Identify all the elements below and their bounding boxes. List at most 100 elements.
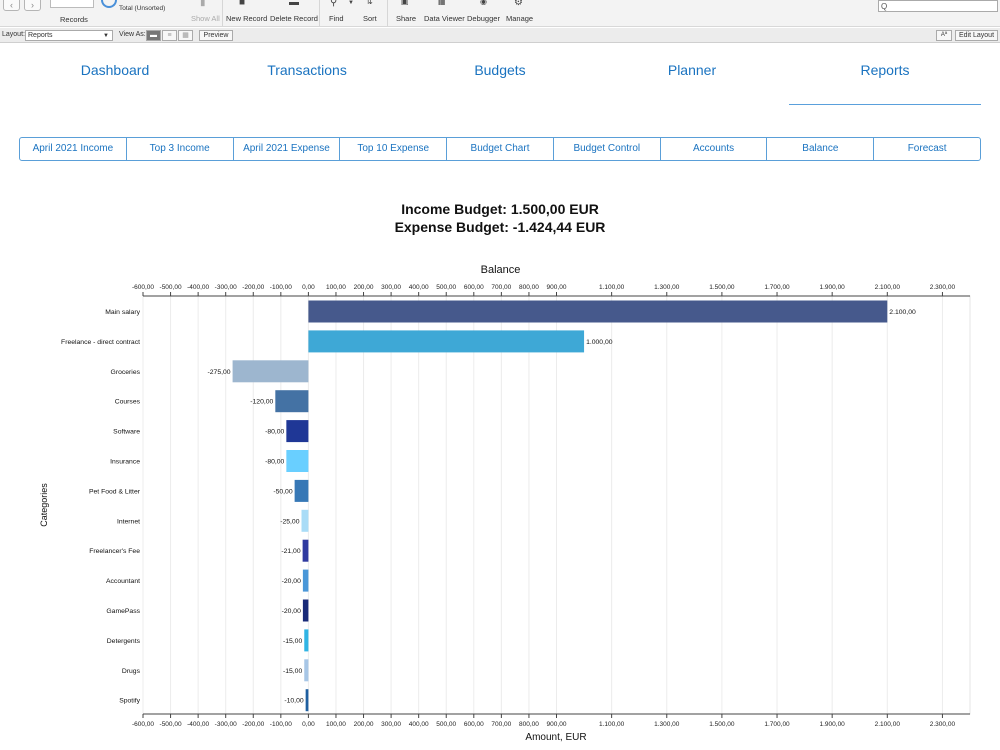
subtab-april-2021-income[interactable]: April 2021 Income [20,138,127,160]
tab-budgets[interactable]: Budgets [474,62,526,78]
x-tick-label-bottom: 1.300,00 [654,721,680,728]
delete-record-icon: ▬ [289,0,299,8]
layout-select-value: Reports [28,32,53,39]
x-tick-label-top: -500,00 [160,284,182,291]
balance-chart: -600,00 -600,00 -500,00 -500,00 -400,00 -400,… [39,264,971,743]
text-format-button[interactable]: Aª [936,30,952,41]
x-tick-label-bottom: 2.100,00 [875,721,901,728]
find-button[interactable]: Find [329,14,344,23]
toolbar-divider [387,0,388,26]
layout-select[interactable]: Reports ▼ [25,30,113,41]
sort-icon: ⇅ [366,0,373,6]
x-tick-label-bottom: 1.900,00 [820,721,846,728]
subtab-forecast[interactable]: Forecast [907,143,947,154]
debugger-button[interactable]: Debugger [467,14,500,23]
category-label: Freelancer's Fee [89,548,140,555]
bar [275,390,309,413]
x-tick-label-bottom: 500,00 [436,721,456,728]
tab-planner[interactable]: Planner [667,62,717,78]
category-label: Pet Food & Litter [89,488,141,495]
record-slider[interactable] [50,0,94,8]
subtab-top-10-expense[interactable]: Top 10 Expense [340,138,448,160]
subtab-top-3-income[interactable]: Top 3 Income [127,138,234,160]
data-label: -10,00 [284,698,303,705]
data-label: 2.100,00 [889,309,916,316]
view-as-table-button[interactable]: ▦ [178,30,193,41]
main-nav: Dashboard Transactions Budgets Planner R… [19,62,982,106]
bar [304,659,309,682]
toolbar: ‹ › Records Total (Unsorted) ▮ Show All … [0,0,1000,27]
search-icon: ⚲ [330,0,338,8]
x-tick-label-top: 300,00 [381,284,401,291]
share-button[interactable]: Share [396,14,417,23]
x-tick-label-top: 2.300,00 [930,284,956,291]
subtab-april-2021-expense[interactable]: April 2021 Expense [234,138,341,160]
data-label: -15,00 [283,668,302,675]
x-tick-label-bottom: -200,00 [242,721,264,728]
debugger-icon: ◉ [480,0,487,6]
category-label: Accountant [106,578,140,585]
view-as-label: View As: [119,31,146,38]
x-tick-label-bottom: 900,00 [547,721,567,728]
sort-button[interactable]: Sort [363,14,377,23]
x-tick-label-bottom: 2.300,00 [930,721,956,728]
list-view-icon: ≡ [167,32,172,39]
view-as-form-button[interactable]: ▬ [146,30,161,41]
subtab-balance[interactable]: Balance [767,138,875,160]
category-label: Freelance - direct contract [61,339,140,346]
chart-title: Balance [481,264,521,276]
bar [302,539,309,562]
subtab-budget-control[interactable]: Budget Control [554,138,661,160]
total-label: Total (Unsorted) [119,5,166,12]
x-tick-label-top: 1.300,00 [654,284,680,291]
edit-layout-button[interactable]: Edit Layout [955,30,998,41]
subtab-accounts[interactable]: Accounts [661,138,768,160]
data-viewer-button[interactable]: Data Viewer [424,14,465,23]
x-tick-label-top: -200,00 [242,284,264,291]
toolbar-divider [319,0,320,26]
previous-record-button[interactable]: ‹ [3,0,20,11]
bar [304,629,309,652]
record-pie-icon [101,0,117,8]
view-as-list-button[interactable]: ≡ [162,30,177,41]
data-label: 1.000,00 [586,339,613,346]
tab-dashboard[interactable]: Dashboard [80,62,150,78]
x-tick-label-bottom: 100,00 [326,721,346,728]
delete-record-button[interactable]: Delete Record [270,14,318,23]
category-label: Courses [115,399,141,406]
subtab-budget-chart[interactable]: Budget Chart [447,138,554,160]
search-input[interactable]: Q [878,0,998,12]
income-budget-text: Income Budget: 1.500,00 EUR [401,201,599,217]
x-tick-label-bottom: 1.500,00 [709,721,735,728]
gear-icon: ⚙ [514,0,523,8]
category-label: Main salary [105,309,140,316]
category-label: Groceries [111,369,141,376]
category-label: Internet [117,518,140,525]
y-axis-label: Categories [39,483,49,527]
new-record-button[interactable]: New Record [226,14,268,23]
preview-button[interactable]: Preview [199,30,233,41]
show-all-button[interactable]: Show All [191,14,220,23]
form-view-icon: ▬ [150,32,157,39]
x-tick-label-bottom: 300,00 [381,721,401,728]
category-label: Drugs [122,668,141,675]
data-viewer-icon: ▦ [438,0,446,6]
chevron-down-icon: ▼ [103,33,109,39]
x-tick-label-bottom: -100,00 [270,721,292,728]
tab-reports[interactable]: Reports [860,62,910,78]
tab-transactions[interactable]: Transactions [267,62,347,78]
manage-button[interactable]: Manage [506,14,534,23]
data-label: -80,00 [265,459,284,466]
x-tick-label-top: 500,00 [436,284,456,291]
next-record-button[interactable]: › [24,0,41,11]
category-label: Detergents [107,638,141,645]
x-tick-label-bottom: 200,00 [354,721,374,728]
x-tick-label-top: 1.900,00 [820,284,846,291]
toolbar-divider [222,0,223,26]
category-label: Software [113,429,140,436]
data-label: -20,00 [282,608,301,615]
table-view-icon: ▦ [182,32,189,39]
x-tick-label-top: -300,00 [215,284,237,291]
category-label: Spotify [119,698,140,705]
chevron-left-icon: ‹ [10,0,13,10]
